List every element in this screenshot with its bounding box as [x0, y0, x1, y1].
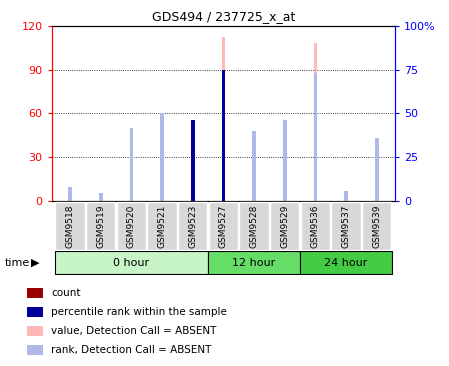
Bar: [375, 162, 379, 201]
Text: GSM9528: GSM9528: [250, 204, 259, 248]
FancyBboxPatch shape: [209, 202, 238, 250]
FancyBboxPatch shape: [362, 202, 392, 250]
Text: GSM9520: GSM9520: [127, 204, 136, 248]
FancyBboxPatch shape: [270, 202, 299, 250]
Text: GSM9529: GSM9529: [280, 204, 289, 248]
FancyBboxPatch shape: [331, 202, 361, 250]
Bar: [129, 127, 133, 201]
Bar: [191, 120, 194, 201]
FancyBboxPatch shape: [300, 251, 392, 274]
Bar: [344, 191, 348, 201]
Text: GSM9537: GSM9537: [342, 204, 351, 248]
Bar: [252, 146, 256, 201]
Text: value, Detection Call = ABSENT: value, Detection Call = ABSENT: [51, 326, 217, 336]
Bar: [160, 121, 164, 201]
Bar: [221, 70, 225, 201]
Bar: [221, 70, 225, 201]
Bar: [26, 307, 43, 317]
Text: count: count: [51, 288, 81, 298]
Bar: [191, 120, 194, 201]
Bar: [191, 146, 194, 201]
FancyBboxPatch shape: [239, 202, 269, 250]
Bar: [160, 113, 164, 201]
Bar: [68, 187, 72, 201]
Text: GSM9519: GSM9519: [96, 204, 105, 248]
Bar: [283, 120, 286, 201]
Bar: [191, 146, 194, 201]
Bar: [99, 193, 102, 201]
Text: 12 hour: 12 hour: [233, 258, 276, 268]
Bar: [68, 194, 72, 201]
Bar: [313, 73, 317, 201]
Bar: [283, 143, 286, 201]
Text: rank, Detection Call = ABSENT: rank, Detection Call = ABSENT: [51, 345, 212, 355]
Bar: [313, 43, 317, 201]
Text: time: time: [4, 258, 30, 268]
Bar: [129, 143, 133, 201]
Text: ▶: ▶: [31, 258, 39, 268]
Bar: [99, 197, 102, 201]
FancyBboxPatch shape: [55, 251, 208, 274]
Text: GSM9523: GSM9523: [188, 204, 197, 248]
FancyBboxPatch shape: [301, 202, 330, 250]
Bar: [26, 326, 43, 336]
Bar: [26, 288, 43, 298]
FancyBboxPatch shape: [86, 202, 115, 250]
FancyBboxPatch shape: [147, 202, 177, 250]
Bar: [252, 131, 256, 201]
Text: GSM9521: GSM9521: [158, 204, 167, 248]
FancyBboxPatch shape: [117, 202, 146, 250]
Text: GSM9518: GSM9518: [66, 204, 75, 248]
Bar: [344, 195, 348, 201]
FancyBboxPatch shape: [178, 202, 207, 250]
Text: 0 hour: 0 hour: [113, 258, 150, 268]
Text: GSM9539: GSM9539: [372, 204, 381, 248]
Bar: [26, 345, 43, 355]
Text: 24 hour: 24 hour: [324, 258, 368, 268]
Title: GDS494 / 237725_x_at: GDS494 / 237725_x_at: [152, 10, 295, 23]
Text: GSM9536: GSM9536: [311, 204, 320, 248]
Text: GSM9527: GSM9527: [219, 204, 228, 248]
Bar: [221, 37, 225, 201]
Bar: [375, 138, 379, 201]
FancyBboxPatch shape: [55, 202, 85, 250]
FancyBboxPatch shape: [208, 251, 300, 274]
Text: percentile rank within the sample: percentile rank within the sample: [51, 307, 227, 317]
